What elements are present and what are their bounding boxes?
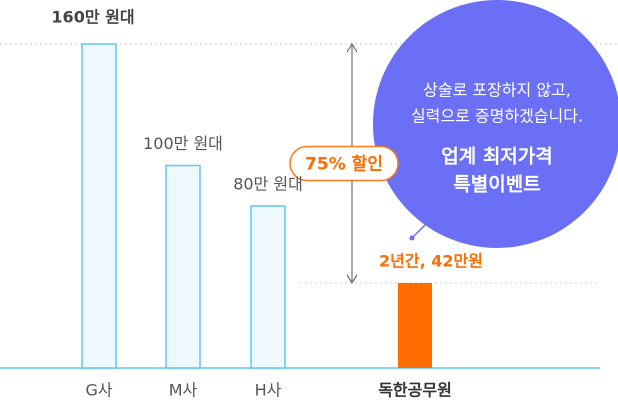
arrow-head <box>346 43 358 53</box>
bubble-line: 실력으로 증명하겠습니다. <box>411 107 583 126</box>
arrow-head <box>346 274 358 284</box>
bubble-dot <box>409 235 415 241</box>
bubble-line: 상술로 포장하지 않고, <box>423 81 571 100</box>
discount-label: 75% 할인 <box>305 154 383 174</box>
x-tick-label: G사 <box>85 381 112 400</box>
bubble-tail <box>411 209 441 239</box>
value-label: 80만 원대 <box>233 175 303 194</box>
x-tick-label: 독한공무원 <box>378 381 452 400</box>
bar <box>81 43 117 369</box>
bubble-highlight: 특별이벤트 <box>453 174 540 196</box>
bubble <box>373 0 618 248</box>
value-label: 100만 원대 <box>143 134 223 153</box>
bar <box>250 205 286 369</box>
value-label: 2년간, 42만원 <box>379 251 483 270</box>
bubble-highlight: 업계 최저가격 <box>441 146 553 168</box>
bar <box>398 282 432 368</box>
x-tick-label: M사 <box>169 381 198 400</box>
discount-pill <box>289 145 399 182</box>
value-label: 160만 원대 <box>51 8 134 27</box>
bar <box>165 164 201 369</box>
x-tick-label: H사 <box>255 381 282 400</box>
